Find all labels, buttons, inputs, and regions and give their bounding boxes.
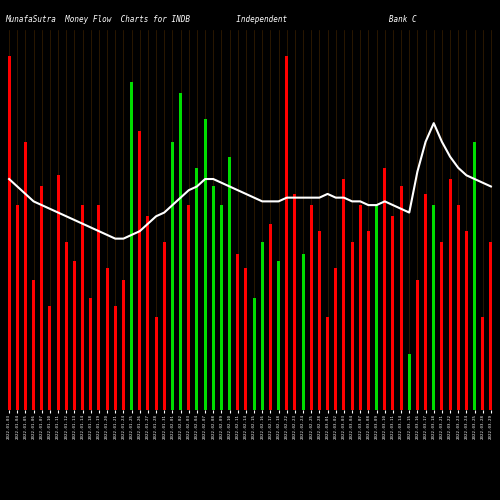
Bar bbox=[204, 120, 206, 410]
Bar bbox=[154, 317, 158, 410]
Bar bbox=[384, 168, 386, 410]
Bar bbox=[114, 306, 116, 410]
Bar bbox=[40, 186, 43, 410]
Bar bbox=[252, 298, 256, 410]
Bar bbox=[367, 231, 370, 410]
Bar bbox=[286, 56, 288, 410]
Bar bbox=[400, 186, 402, 410]
Bar bbox=[408, 354, 410, 410]
Text: MunafaSutra  Money Flow  Charts for INDB          Independent                   : MunafaSutra Money Flow Charts for INDB I… bbox=[5, 15, 416, 24]
Bar bbox=[424, 194, 427, 410]
Bar bbox=[24, 142, 27, 410]
Bar bbox=[163, 242, 166, 410]
Bar bbox=[342, 179, 345, 410]
Bar bbox=[106, 268, 108, 410]
Bar bbox=[318, 231, 321, 410]
Bar bbox=[432, 205, 435, 410]
Bar bbox=[138, 130, 141, 410]
Bar bbox=[146, 216, 150, 410]
Bar bbox=[490, 242, 492, 410]
Bar bbox=[482, 317, 484, 410]
Bar bbox=[326, 317, 329, 410]
Bar bbox=[236, 254, 239, 410]
Bar bbox=[302, 254, 304, 410]
Bar bbox=[261, 242, 264, 410]
Bar bbox=[277, 261, 280, 410]
Bar bbox=[448, 179, 452, 410]
Bar bbox=[359, 205, 362, 410]
Bar bbox=[48, 306, 51, 410]
Bar bbox=[269, 224, 272, 410]
Bar bbox=[228, 156, 231, 410]
Bar bbox=[65, 242, 68, 410]
Bar bbox=[81, 205, 84, 410]
Bar bbox=[212, 186, 214, 410]
Bar bbox=[416, 280, 419, 410]
Bar bbox=[56, 176, 59, 410]
Bar bbox=[130, 82, 133, 410]
Bar bbox=[122, 280, 125, 410]
Bar bbox=[375, 205, 378, 410]
Bar bbox=[179, 94, 182, 410]
Bar bbox=[244, 268, 248, 410]
Bar bbox=[465, 231, 468, 410]
Bar bbox=[171, 142, 174, 410]
Bar bbox=[8, 56, 10, 410]
Bar bbox=[98, 205, 100, 410]
Bar bbox=[16, 205, 18, 410]
Bar bbox=[310, 205, 312, 410]
Bar bbox=[440, 242, 444, 410]
Bar bbox=[473, 142, 476, 410]
Bar bbox=[334, 268, 337, 410]
Bar bbox=[392, 216, 394, 410]
Bar bbox=[32, 280, 35, 410]
Bar bbox=[457, 205, 460, 410]
Bar bbox=[294, 194, 296, 410]
Bar bbox=[220, 205, 223, 410]
Bar bbox=[196, 168, 198, 410]
Bar bbox=[350, 242, 354, 410]
Bar bbox=[90, 298, 92, 410]
Bar bbox=[73, 261, 76, 410]
Bar bbox=[188, 205, 190, 410]
